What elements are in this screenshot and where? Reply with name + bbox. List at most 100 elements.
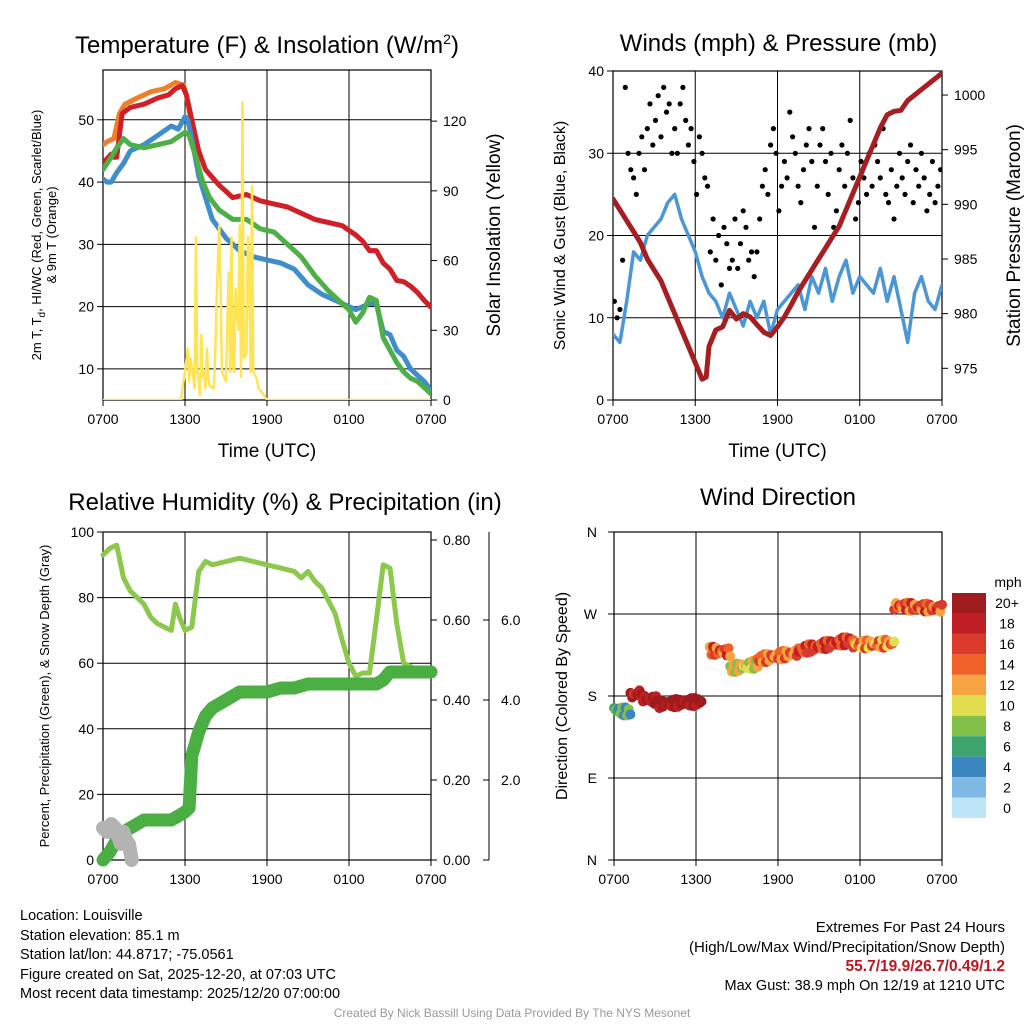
winds-gust-point [855, 200, 862, 206]
humidity-line-relative-humidity [100, 542, 434, 679]
colorbar-label: 8 [1003, 718, 1011, 734]
temperature-title: Temperature (F) & Insolation (W/m2) [75, 31, 459, 59]
direction-point [889, 636, 900, 647]
winds-gust-point [726, 265, 733, 271]
winds-ytick-label: 30 [588, 145, 604, 161]
winds-gust-point [836, 167, 842, 173]
winds-gust-point [724, 241, 730, 247]
winds-gust-point [688, 126, 694, 132]
winds-gust-point [631, 175, 637, 181]
humidity-y2tick-label: 0.60 [443, 612, 470, 628]
winds-gust-point [792, 150, 798, 156]
winds-gust-point [770, 126, 777, 132]
winds-xtick-label: 1900 [762, 411, 793, 427]
winds-gust-point [622, 84, 628, 90]
winds-gust-point [754, 249, 760, 255]
humidity-y2tick-label: 0.00 [443, 852, 470, 868]
humidity-xtick-label: 0700 [415, 871, 446, 887]
winds-gust-point [644, 126, 650, 132]
winds-gust-point [737, 241, 744, 247]
winds-y2tick-label: 975 [954, 360, 978, 376]
direction-xtick-label: 1900 [762, 871, 793, 887]
winds-gust-point [781, 158, 788, 165]
winds-gust-point [685, 142, 692, 148]
humidity-y2tick-label: 0.80 [443, 532, 470, 548]
winds-xtick-label: 0700 [926, 411, 957, 427]
winds-gust-point [921, 175, 927, 181]
winds-gust-point [850, 175, 856, 181]
colorbar-label: 18 [999, 616, 1015, 632]
winds-gust-point [718, 282, 724, 288]
winds-gust-point [666, 101, 672, 107]
colorbar-label: 10 [999, 698, 1015, 714]
humidity-ylabel-left: Percent, Precipitation (Green), & Snow D… [37, 545, 52, 848]
temperature-ytick-label: 30 [78, 236, 94, 252]
winds-gust-point [680, 84, 686, 90]
direction-ytick-label: N [587, 852, 597, 868]
direction-points [609, 597, 947, 721]
humidity-y3tick-label: 6.0 [501, 612, 521, 628]
winds-gust-point [674, 150, 681, 156]
winds-gust-point [905, 158, 911, 165]
winds-gust-point [732, 216, 738, 222]
direction-axes: 0700 1300 1900 0100 0700 [598, 531, 958, 887]
humidity-line-precipitation [96, 665, 438, 867]
winds-gust-point [707, 249, 713, 255]
winds-gust-point [888, 167, 894, 173]
winds-gust-point [932, 200, 938, 206]
winds-line-station-pressure [613, 71, 942, 382]
winds-gust-point [910, 200, 916, 206]
direction-ytick-label: E [588, 770, 597, 786]
colorbar-swatch [952, 715, 986, 737]
direction-point [723, 643, 734, 654]
winds-ylabel-left: Sonic Wind & Gust (Blue, Black) [552, 121, 569, 350]
winds-gust-point [918, 150, 925, 156]
temperature-ylabel-line2: & 9m T (Orange) [44, 186, 59, 283]
winds-gust-point [773, 150, 779, 156]
humidity-title: Relative Humidity (%) & Precipitation (i… [68, 489, 501, 516]
winds-gust-point [902, 191, 908, 197]
temperature-y2tick-label: 0 [443, 392, 451, 408]
colorbar-swatch [952, 695, 986, 716]
colorbar-label: 2 [1003, 779, 1011, 795]
direction-ylabel-left: Direction (Colored By Speed) [554, 592, 571, 800]
colorbar-label: 4 [1003, 759, 1011, 775]
winds-y2tick-label: 995 [954, 142, 978, 158]
colorbar-label: 16 [999, 636, 1015, 652]
humidity-ytick-label: 80 [78, 590, 94, 606]
colorbar-swatch [952, 593, 986, 614]
colorbar-swatch [952, 777, 986, 798]
winds-gust-point [800, 167, 807, 173]
winds-gust-point [694, 191, 700, 197]
winds-gust-point [896, 150, 903, 156]
winds-gust-point [768, 142, 774, 148]
winds-gust-point [658, 134, 664, 140]
station-info: Location: Louisville Station elevation: … [20, 907, 340, 1005]
winds-gust-point [916, 183, 922, 189]
max-gust: Max Gust: 38.9 mph On 12/19 at 1210 UTC [724, 977, 1005, 994]
temperature-ylabel-rest: , HI/WC (Red, Green, Scarlet/Blue) [29, 110, 44, 312]
winds-gust-point [803, 142, 809, 148]
temperature-y2tick-label: 30 [443, 322, 459, 338]
winds-gust-point [663, 109, 670, 115]
direction-title: Wind Direction [700, 484, 856, 511]
winds-gust-point [748, 249, 755, 255]
temperature-ytick-label: 10 [78, 361, 94, 377]
winds-gust-point [847, 117, 853, 123]
winds-gust-point [839, 142, 845, 148]
winds-gust-point [691, 158, 697, 165]
temperature-xlabel: Time (UTC) [218, 441, 317, 462]
winds-gust-point [647, 101, 653, 107]
temperature-axes: 0700 1300 1900 0100 0700 [87, 69, 447, 427]
winds-gust-point [806, 126, 812, 132]
humidity-ytick-label: 40 [78, 721, 94, 737]
temperature-xtick-label: 0700 [415, 411, 446, 427]
colorbar-swatch [952, 797, 986, 818]
winds-xtick-label: 1300 [680, 411, 711, 427]
temperature-xtick-label: 1900 [251, 411, 282, 427]
colorbar-label: 6 [1003, 738, 1011, 754]
winds-gust-point [740, 208, 746, 214]
winds-gust-point [811, 224, 818, 230]
winds-title: Winds (mph) & Pressure (mb) [620, 30, 937, 57]
